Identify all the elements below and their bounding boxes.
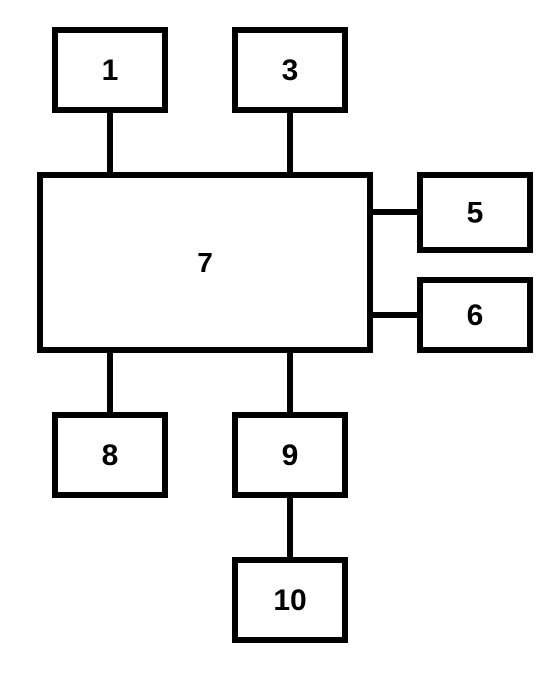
node-label-n7: 7 (197, 247, 213, 278)
node-n6: 6 (420, 280, 530, 350)
node-label-n10: 10 (273, 584, 306, 617)
node-label-n8: 8 (102, 439, 119, 472)
node-label-n3: 3 (282, 54, 299, 87)
node-label-n6: 6 (467, 299, 484, 332)
nodes-layer: 1 3 7 5 6 8 9 10 (40, 30, 530, 640)
node-n1: 1 (55, 30, 165, 110)
node-label-n5: 5 (467, 196, 484, 229)
node-n8: 8 (55, 415, 165, 495)
node-n9: 9 (235, 415, 345, 495)
node-n7: 7 (40, 175, 370, 350)
node-label-n9: 9 (282, 439, 299, 472)
node-label-n1: 1 (102, 54, 119, 87)
node-n5: 5 (420, 175, 530, 250)
node-n10: 10 (235, 560, 345, 640)
block-diagram: 1 3 7 5 6 8 9 10 (0, 0, 557, 682)
node-n3: 3 (235, 30, 345, 110)
